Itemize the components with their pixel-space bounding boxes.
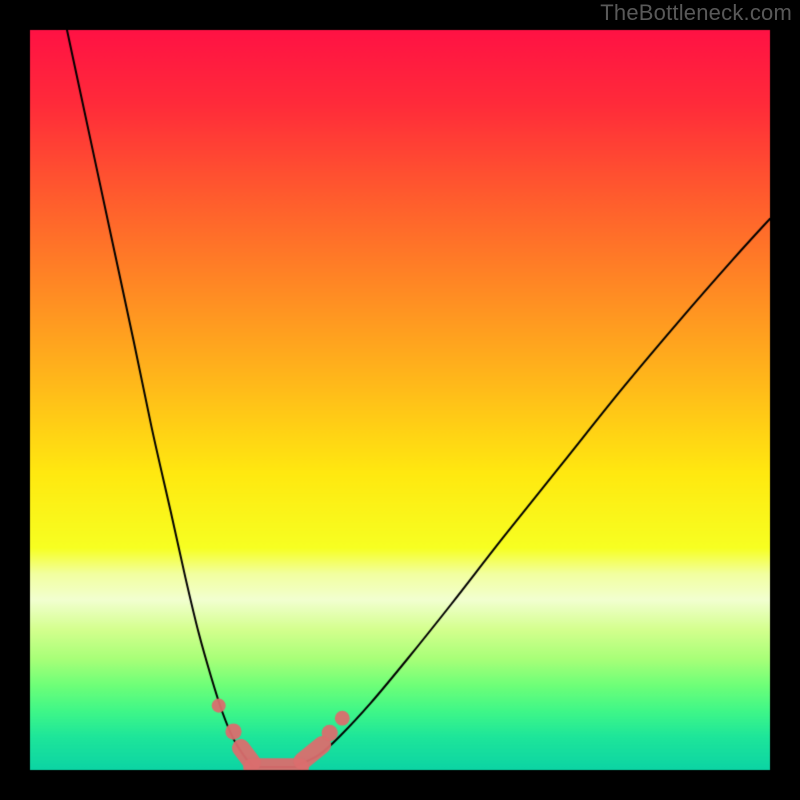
chart-container: TheBottleneck.com <box>0 0 800 800</box>
bottleneck-curve-chart <box>0 0 800 800</box>
